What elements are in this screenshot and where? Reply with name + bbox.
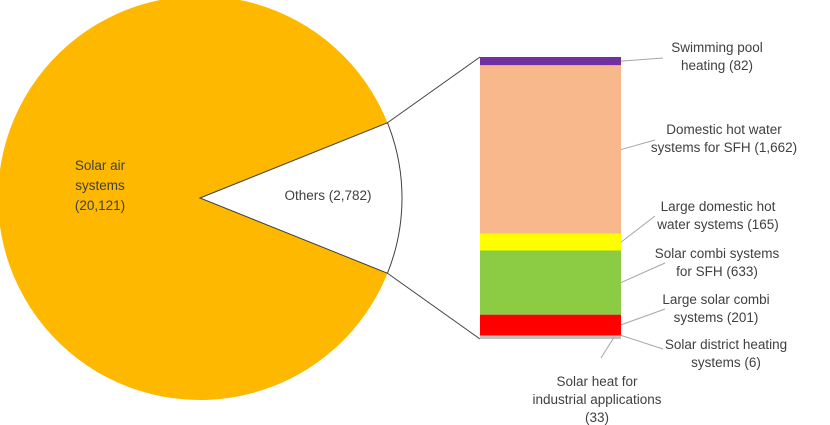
leader-lines <box>600 57 666 359</box>
bar-segment-large-solar-combi-systems <box>480 314 621 336</box>
bar-label-solar-heat-for-industrial-applications: Solar heat for industrial applications (33… <box>532 374 661 425</box>
bar-label-solar-combi-systems-for-sfh: Solar combi systems for SFH (633) <box>655 246 780 279</box>
bar-label-line: Solar district heating <box>665 337 787 352</box>
bar-segment-domestic-hot-water-systems-for-sfh <box>480 65 621 234</box>
bar-label-line: heating (82) <box>681 58 753 73</box>
bar-label-swimming-pool-heating: Swimming pool heating (82) <box>671 40 763 73</box>
leader-line-domestic-hot-water-systems-for-sfh <box>620 139 656 151</box>
connector-lines <box>387 56 481 340</box>
bar-label-line: systems (6) <box>691 355 761 370</box>
bar-label-line: water systems (165) <box>656 217 779 232</box>
stacked-bar <box>480 57 621 339</box>
bar-segment-large-domestic-hot-water-systems <box>480 233 621 251</box>
bar-label-solar-district-heating-systems: Solar district heating systems (6) <box>665 337 787 370</box>
bar-label-line: Solar heat for <box>556 374 638 389</box>
bar-label-line: Solar combi systems <box>655 246 780 261</box>
pie-label-solar-air-systems: Solar air systems (20,121) <box>75 158 126 213</box>
bar-label-large-solar-combi-systems: Large solar combi systems (201) <box>662 292 769 325</box>
bar-segment-solar-combi-systems-for-sfh <box>480 250 621 315</box>
leader-line-swimming-pool-heating <box>620 57 664 62</box>
leader-line-solar-district-heating-systems <box>620 334 664 350</box>
connector-line-bottom <box>387 272 481 340</box>
connector-line-top <box>387 56 481 124</box>
bar-label-line: systems for SFH (1,662) <box>651 140 797 155</box>
bar-label-domestic-hot-water-systems-for-sfh: Domestic hot water systems for SFH (1,662… <box>651 122 797 155</box>
pie-label-line: Solar air <box>75 158 126 173</box>
pie-chart <box>0 0 403 400</box>
leader-line-solar-heat-for-industrial-applications <box>600 337 615 359</box>
pie-labels: Solar air systems (20,121) Others (2,782) <box>75 158 372 213</box>
leader-line-large-domestic-hot-water-systems <box>620 215 656 243</box>
bar-label-line: industrial applications <box>532 392 661 407</box>
bar-label-line: systems (201) <box>674 310 759 325</box>
leader-line-solar-combi-systems-for-sfh <box>620 262 666 284</box>
pie-label-line: (20,121) <box>75 198 125 213</box>
bar-label-line: Large domestic hot <box>661 199 776 214</box>
pie-label-line: systems <box>75 178 125 193</box>
bar-label-line: Swimming pool <box>671 40 763 55</box>
bar-labels: Swimming pool heating (82) Domestic hot wa… <box>532 40 797 425</box>
pie-slice-solar-air-systems <box>0 0 388 400</box>
pie-label-line: Others (2,782) <box>284 188 371 203</box>
bar-label-line: for SFH (633) <box>676 264 758 279</box>
bar-label-large-domestic-hot-water-systems: Large domestic hot water systems (165) <box>656 199 779 232</box>
bar-segment-solar-heat-for-industrial-applications <box>480 335 621 339</box>
bar-segment-swimming-pool-heating <box>480 57 621 66</box>
pie-label-others: Others (2,782) <box>284 188 371 203</box>
pie-slice-others <box>198 122 403 274</box>
bar-label-line: Domestic hot water <box>666 122 782 137</box>
leader-line-large-solar-combi-systems <box>620 308 666 326</box>
bar-label-line: Large solar combi <box>662 292 769 307</box>
bar-label-line: (33) <box>585 410 609 425</box>
bar-segment-solar-district-heating-systems <box>480 335 621 336</box>
